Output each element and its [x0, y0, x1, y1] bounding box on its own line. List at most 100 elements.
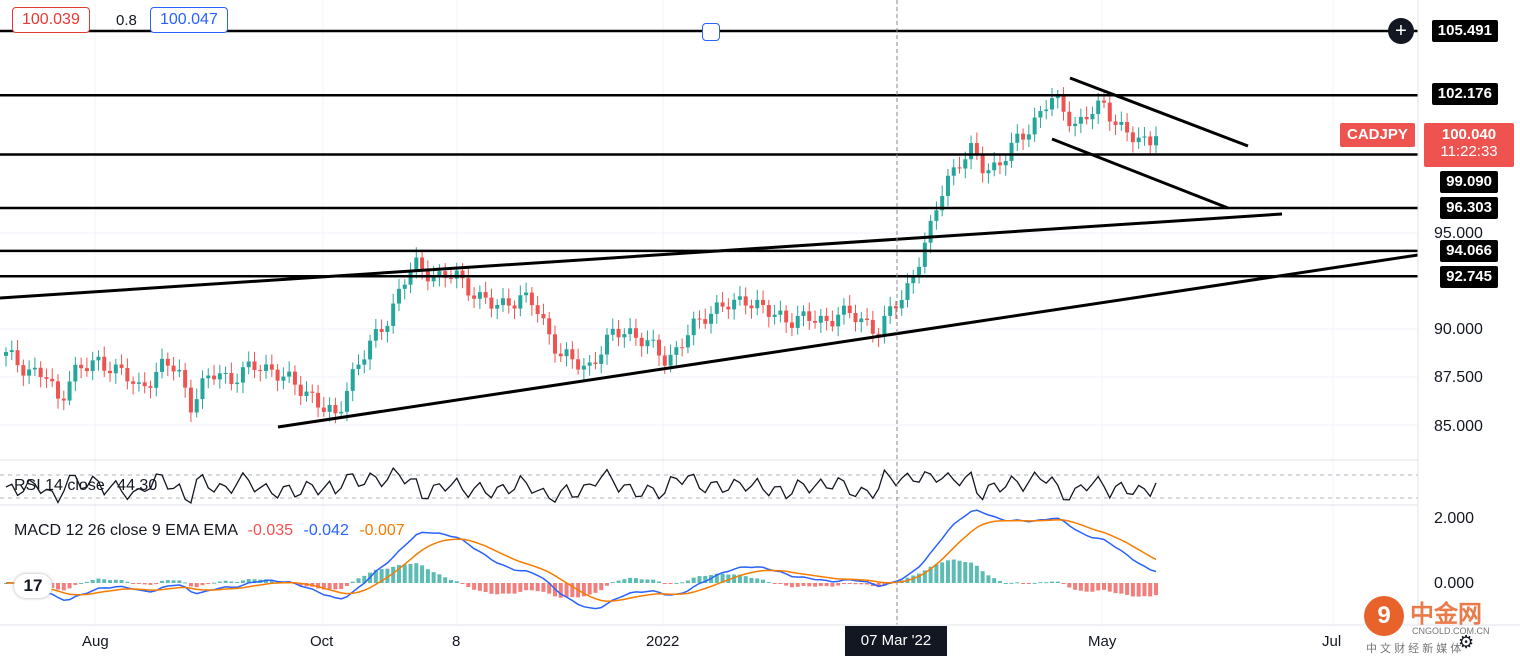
candle-body-175 [1015, 133, 1020, 143]
candle-body-190 [1101, 100, 1106, 103]
macd-hist-bar-64 [373, 569, 378, 583]
tradingview-logo-icon[interactable]: 17 [14, 574, 52, 598]
add-alert-icon[interactable]: + [1388, 18, 1414, 44]
macd-hist-bar-169 [980, 571, 985, 583]
candle-body-139 [807, 311, 812, 321]
macd-hist-bar-76 [443, 577, 448, 583]
candle-body-28 [165, 358, 170, 366]
macd-hist-bar-87 [506, 583, 511, 594]
ask-price-box[interactable]: 100.047 [150, 7, 228, 33]
macd-hist-bar-104 [605, 583, 610, 586]
macd-hist-bar-188 [1090, 583, 1095, 592]
macd-hist-bar-191 [1107, 583, 1112, 592]
macd-hist-bar-36 [212, 582, 217, 584]
candle-body-15 [90, 360, 95, 372]
candle-body-132 [766, 305, 771, 317]
macd-hist-bar-135 [784, 583, 789, 586]
candle-body-10 [61, 398, 66, 401]
macd-hist-bar-138 [801, 583, 806, 586]
candle-body-66 [385, 325, 390, 332]
candle-body-48 [281, 376, 286, 381]
candle-body-2 [15, 350, 20, 366]
macd-hist-bar-22 [131, 583, 136, 584]
macd-hist-bar-115 [668, 583, 673, 584]
macd-hist-bar-143 [830, 583, 835, 587]
macd-hist-bar-61 [356, 578, 361, 583]
candle-body-97 [564, 349, 569, 357]
candle-body-131 [761, 299, 766, 306]
macd-hist-bar-58 [339, 583, 344, 589]
candle-body-0 [4, 352, 8, 356]
candle-body-40 [235, 382, 240, 385]
candle-body-184 [1067, 111, 1072, 127]
y-tick-90: 90.000 [1434, 321, 1483, 338]
candle-body-98 [570, 349, 575, 360]
macd-hist-bar-21 [125, 581, 130, 583]
macd-hist-bar-71 [414, 563, 419, 583]
candle-body-144 [836, 314, 841, 327]
symbol-tag: CADJPY [1340, 123, 1415, 147]
candle-body-17 [102, 356, 107, 371]
macd-hist-bar-33 [194, 583, 199, 588]
macd-line [5, 509, 1157, 610]
candle-body-26 [154, 371, 159, 388]
x-tick-may: May [1088, 633, 1117, 650]
macd-hist-bar-20 [119, 580, 124, 583]
macd-hist-bar-144 [836, 583, 841, 586]
x-tick-2022: 2022 [646, 633, 680, 650]
candle-body-149 [865, 318, 870, 320]
candle-body-23 [136, 382, 141, 384]
macd-hist-bar-130 [755, 578, 760, 583]
macd-hist-bar-146 [847, 583, 852, 584]
settings-gear-icon[interactable]: ⚙ [1458, 632, 1475, 652]
candle-body-76 [443, 271, 448, 278]
macd-hist-bar-119 [691, 577, 696, 583]
macd-hist-bar-136 [789, 583, 794, 588]
macd-hist-bar-180 [1044, 582, 1049, 584]
macd-hist-value: -0.035 [247, 522, 294, 539]
macd-hist-bar-23 [136, 583, 141, 584]
macd-hist-bar-16 [96, 578, 101, 583]
candle-body-86 [500, 298, 505, 305]
macd-hist-bar-165 [957, 560, 962, 583]
macd-hist-bar-134 [778, 583, 783, 584]
macd-hist-bar-66 [385, 568, 390, 583]
candle-body-59 [344, 390, 349, 412]
candle-body-141 [818, 315, 823, 323]
candle-body-127 [737, 296, 742, 300]
price-label-99: 99.090 [1440, 171, 1498, 193]
candle-body-20 [119, 364, 124, 368]
y-tick-87-5: 87.500 [1434, 369, 1483, 386]
candle-body-56 [327, 404, 332, 412]
candle-body-196 [1136, 137, 1141, 143]
macd-hist-bar-13 [79, 582, 84, 584]
candle-body-114 [662, 355, 667, 366]
candle-body-30 [177, 369, 182, 372]
candle-body-160 [928, 220, 933, 243]
candle-body-74 [431, 276, 436, 282]
candle-body-91 [529, 292, 534, 306]
macd-tick-0: 0.000 [1434, 575, 1475, 592]
x-tick-aug: Aug [82, 633, 109, 650]
candle-body-42 [246, 361, 251, 368]
candle-body-43 [252, 361, 257, 370]
trendline-1 [277, 253, 1419, 429]
candle-body-194 [1125, 121, 1130, 133]
macd-hist-bar-179 [1038, 582, 1043, 584]
macd-hist-bar-174 [1009, 582, 1014, 584]
candle-body-192 [1113, 121, 1118, 125]
bid-price-box[interactable]: 100.039 [12, 7, 90, 33]
candle-body-101 [587, 362, 592, 366]
macd-legend: MACD 12 26 close 9 EMA EMA -0.035 -0.042… [14, 522, 405, 540]
line-anchor-handle[interactable] [702, 23, 720, 41]
candle-body-60 [350, 369, 355, 391]
candle-body-57 [333, 404, 338, 414]
macd-hist-bar-129 [749, 577, 754, 583]
candle-body-6 [38, 367, 43, 378]
bid-price: 100.039 [22, 11, 80, 28]
macd-hist-bar-127 [737, 574, 742, 583]
candle-body-104 [605, 334, 610, 355]
candle-body-130 [755, 299, 760, 309]
macd-hist-bar-137 [795, 583, 800, 587]
